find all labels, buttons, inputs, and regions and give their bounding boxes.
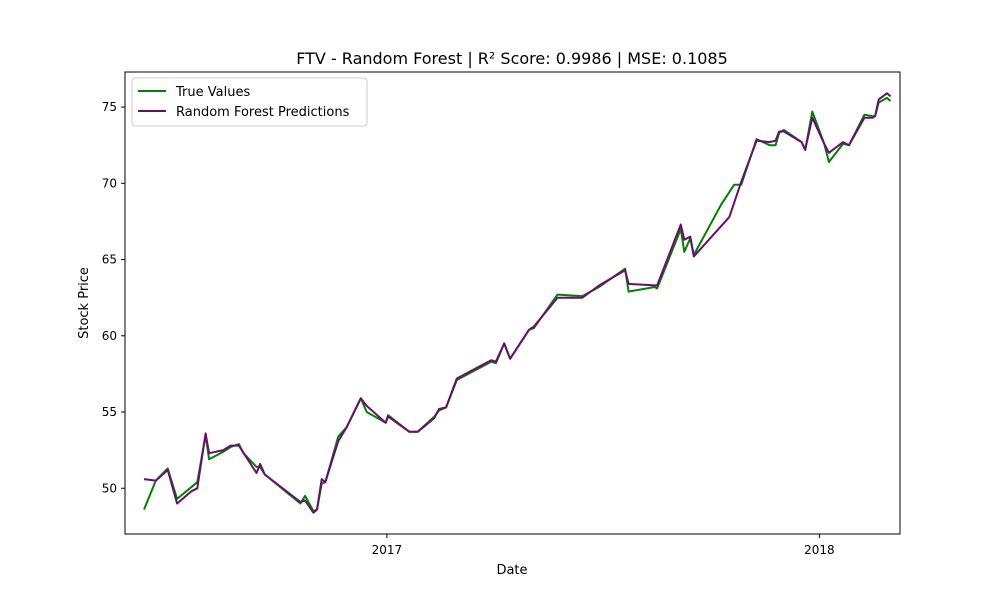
y-axis-label: Stock Price bbox=[77, 267, 92, 339]
x-tick-label: 2018 bbox=[804, 543, 835, 557]
chart-title: FTV - Random Forest | R² Score: 0.9986 |… bbox=[296, 49, 728, 68]
legend-label-predictions: Random Forest Predictions bbox=[176, 105, 350, 120]
legend: True Values Random Forest Predictions bbox=[131, 77, 368, 127]
y-tick-label: 65 bbox=[102, 253, 117, 267]
legend-box bbox=[131, 77, 368, 127]
series-line-predictions bbox=[143, 92, 892, 514]
series-line-true-values bbox=[143, 96, 892, 513]
x-axis-label: Date bbox=[496, 563, 527, 578]
axes: 50 55 60 65 70 75 2017 2018 bbox=[102, 100, 835, 557]
legend-label-true-values: True Values bbox=[175, 85, 250, 100]
x-tick-label: 2017 bbox=[372, 543, 403, 557]
y-tick-label: 60 bbox=[102, 329, 117, 343]
y-tick-label: 50 bbox=[102, 481, 117, 495]
y-tick-label: 70 bbox=[102, 176, 117, 190]
plot-frame bbox=[124, 71, 901, 535]
y-tick-label: 55 bbox=[102, 405, 117, 419]
series-lines bbox=[143, 92, 892, 514]
y-tick-label: 75 bbox=[102, 100, 117, 114]
